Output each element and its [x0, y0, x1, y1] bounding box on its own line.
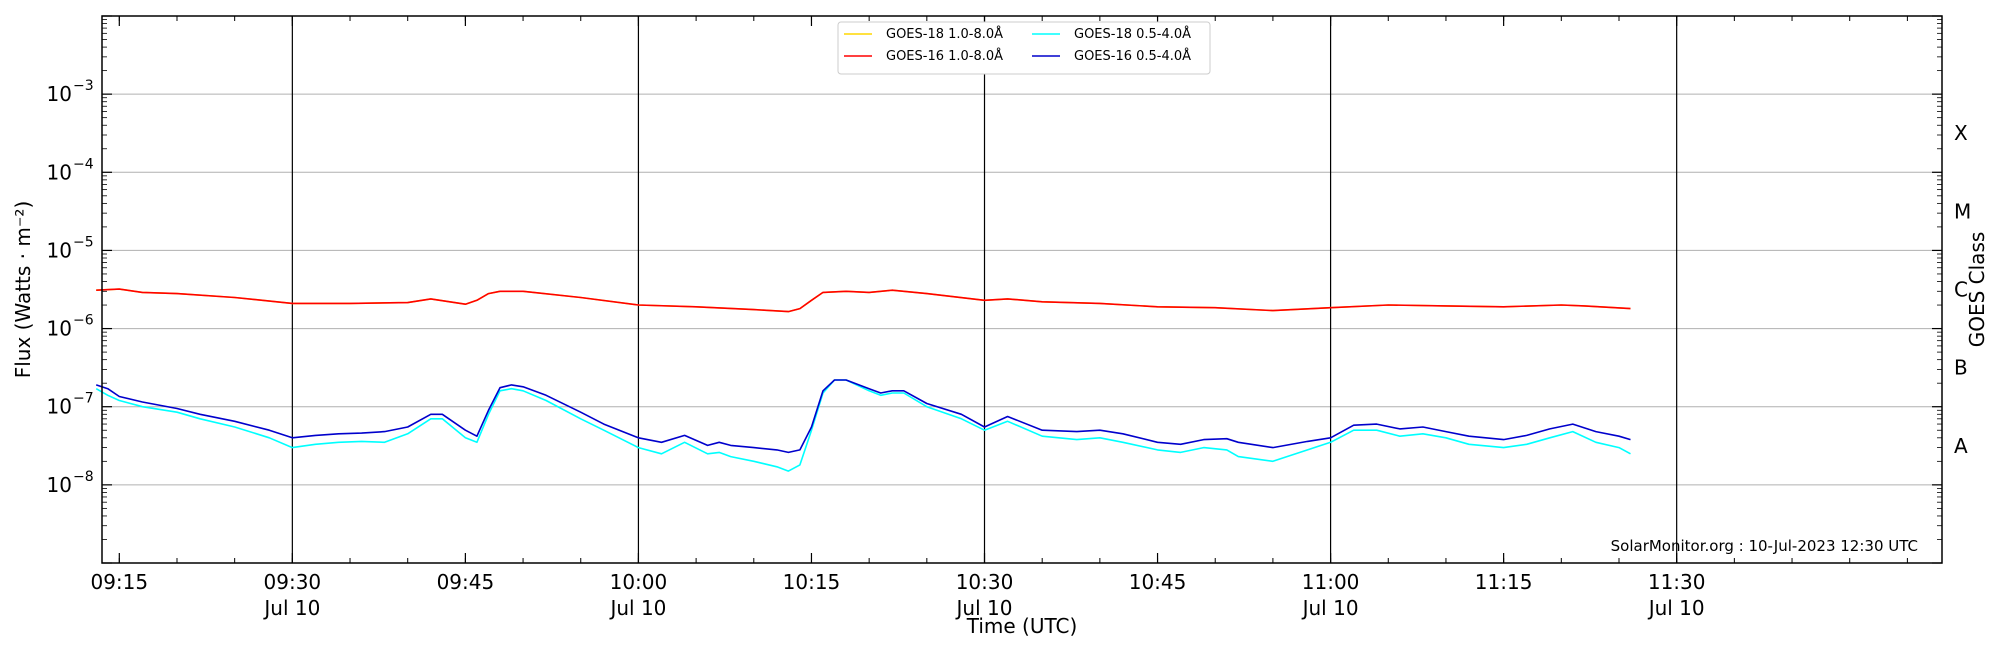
y-tick-label: 10 −3 [47, 78, 94, 106]
legend-label: GOES-16 0.5-4.0Å [1074, 48, 1191, 64]
y-tick-base: 10 [47, 473, 72, 497]
goes-class-C: C [1954, 278, 1968, 302]
y-tick-base: 10 [47, 317, 72, 341]
goes-class-M: M [1954, 199, 1971, 223]
legend-entry: GOES-18 1.0-8.0Å [844, 26, 1003, 42]
y-tick-label: 10 −7 [47, 391, 94, 419]
x-tick-label: 10:45 [1129, 570, 1187, 594]
y-tick-base: 10 [47, 82, 72, 106]
y-axis-title: Flux (Watts · m⁻²) [11, 201, 35, 379]
goes-class-labels: A B C M X [1954, 121, 1971, 458]
y-tick-label: 10 −6 [47, 313, 94, 341]
axis-ticks [102, 15, 1942, 564]
x-tick-date-label: Jul 10 [262, 596, 320, 620]
y-tick-exponent: −4 [73, 156, 94, 172]
series-line-3 [95, 379, 1631, 454]
x-tick-label: 09:45 [437, 570, 495, 594]
y-tick-base: 10 [47, 160, 72, 184]
series-line-2 [95, 379, 1631, 472]
x-tick-label: 10:15 [783, 570, 841, 594]
x-tick-date-label: Jul 10 [1301, 596, 1359, 620]
goes-class-axis-title: GOES Class [1965, 232, 1989, 348]
y-tick-base: 10 [47, 238, 72, 262]
y-tick-exponent: −8 [73, 469, 94, 485]
x-tick-label: 09:30 [264, 570, 322, 594]
y-tick-exponent: −3 [73, 78, 94, 94]
x-tick-label: 11:30 [1648, 570, 1706, 594]
y-tick-base: 10 [47, 395, 72, 419]
plot-frame [101, 15, 1943, 564]
legend-box [837, 21, 1211, 75]
x-tick-label: 11:00 [1302, 570, 1360, 594]
y-tick-exponent: −6 [73, 313, 94, 329]
goes-class-B: B [1954, 356, 1968, 380]
x-tick-label: 09:15 [90, 570, 148, 594]
legend-entry: GOES-18 0.5-4.0Å [1032, 26, 1191, 42]
y-tick-label: 10 −5 [47, 234, 94, 262]
y-tick-label: 10 −4 [47, 156, 94, 184]
credit-text: SolarMonitor.org : 10-Jul-2023 12:30 UTC [1611, 537, 1918, 555]
legend-entry: GOES-16 0.5-4.0Å [1032, 48, 1191, 64]
flux-series [95, 288, 1631, 472]
legend-label: GOES-18 0.5-4.0Å [1074, 26, 1191, 42]
legend-label: GOES-16 1.0-8.0Å [886, 48, 1003, 64]
x-tick-label: 10:00 [610, 570, 668, 594]
goes-class-X: X [1954, 121, 1968, 145]
horizontal-gridlines [102, 93, 1942, 486]
legend: GOES-18 1.0-8.0Å GOES-18 0.5-4.0Å GOES-16 … [837, 21, 1211, 75]
y-axis-tick-labels: 10−810−710−610−510−410−3 [47, 78, 94, 497]
y-tick-exponent: −5 [73, 234, 94, 250]
goes-class-A: A [1954, 434, 1968, 458]
x-tick-label: 10:30 [956, 570, 1014, 594]
x-axis-title: Time (UTC) [966, 614, 1078, 638]
series-line-1 [96, 288, 1631, 313]
y-tick-exponent: −7 [73, 391, 94, 407]
y-tick-label: 10 −8 [47, 469, 94, 497]
legend-entry: GOES-16 1.0-8.0Å [844, 48, 1003, 64]
x-tick-date-label: Jul 10 [608, 596, 666, 620]
vertical-hour-lines [291, 16, 1678, 563]
x-tick-label: 11:15 [1475, 570, 1533, 594]
legend-label: GOES-18 1.0-8.0Å [886, 26, 1003, 42]
x-tick-date-label: Jul 10 [955, 596, 1013, 620]
x-tick-date-label: Jul 10 [1647, 596, 1705, 620]
